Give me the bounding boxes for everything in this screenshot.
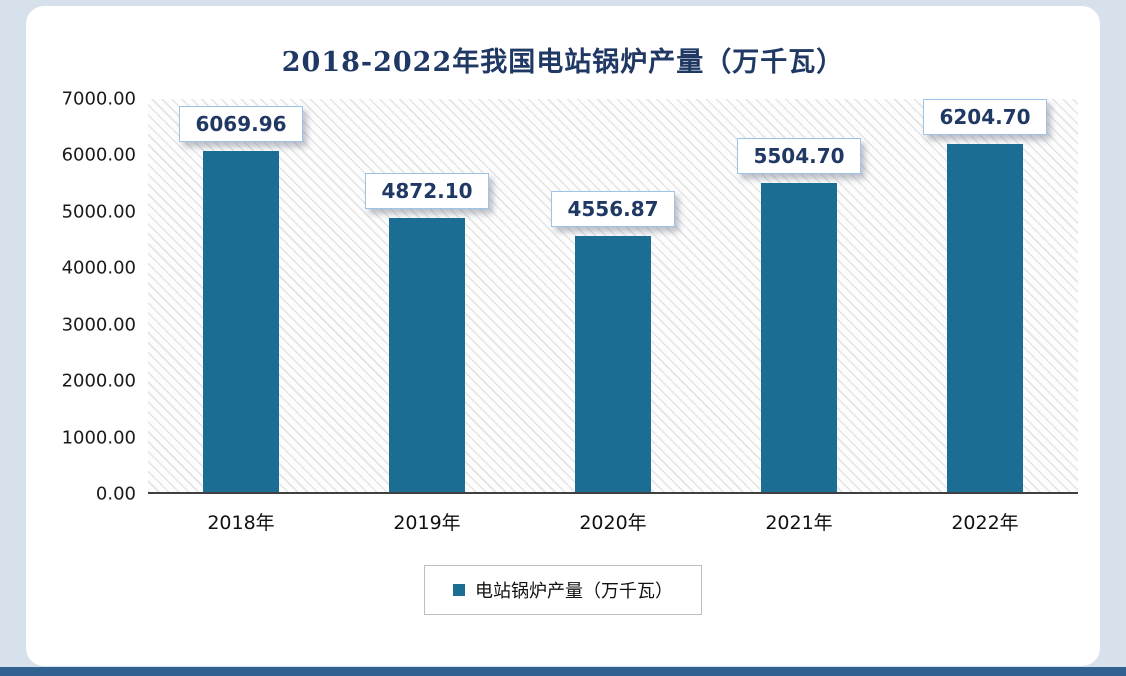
bottom-accent-bar <box>0 667 1126 676</box>
chart-panel: 2018-2022年我国电站锅炉产量（万千瓦） 7000.00 6000.00 50… <box>26 6 1100 666</box>
x-tick-label: 2022年 <box>951 512 1019 534</box>
value-label: 6204.70 <box>923 99 1047 135</box>
y-tick-label: 0.00 <box>95 483 136 505</box>
y-tick-label: 4000.00 <box>61 257 136 279</box>
bar <box>947 144 1023 492</box>
y-tick-label: 5000.00 <box>61 201 136 223</box>
chart-title: 2018-2022年我国电站锅炉产量（万千瓦） <box>281 47 845 78</box>
value-label: 5504.70 <box>737 137 861 174</box>
y-tick-label: 7000.00 <box>61 88 136 110</box>
legend: 电站锅炉产量（万千瓦） <box>424 565 702 615</box>
legend-swatch-icon <box>453 584 465 596</box>
x-tick-label: 2021年 <box>765 512 833 534</box>
plot-wrapper: 6069.96 4872.10 4556.87 5504.70 6204.70 2018… <box>148 99 1078 535</box>
y-axis: 7000.00 6000.00 5000.00 4000.00 3000.00 2000.… <box>52 89 148 505</box>
value-label: 4872.10 <box>365 173 489 210</box>
x-tick-label: 2020年 <box>579 512 647 534</box>
bar-column: 6069.96 <box>148 99 334 492</box>
y-tick-label: 1000.00 <box>61 427 136 449</box>
legend-label: 电站锅炉产量（万千瓦） <box>475 581 673 602</box>
bar <box>761 182 837 492</box>
x-tick-label: 2019年 <box>393 512 461 534</box>
bar <box>389 218 465 492</box>
bar-column: 6204.70 <box>892 99 1078 492</box>
bar-column: 4872.10 <box>334 99 520 492</box>
y-tick-label: 6000.00 <box>61 144 136 166</box>
value-label: 6069.96 <box>179 106 303 143</box>
bar-column: 4556.87 <box>520 99 706 492</box>
plot-area: 6069.96 4872.10 4556.87 5504.70 6204.70 <box>148 99 1078 494</box>
bar <box>203 151 279 492</box>
value-label: 4556.87 <box>551 191 675 228</box>
y-tick-label: 2000.00 <box>61 370 136 392</box>
bar-chart: 7000.00 6000.00 5000.00 4000.00 3000.00 2000.… <box>26 89 1100 535</box>
bar-column: 5504.70 <box>706 99 892 492</box>
x-tick-label: 2018年 <box>207 512 275 534</box>
x-axis-labels: 2018年 2019年 2020年 2021年 2022年 <box>148 508 1078 535</box>
y-tick-label: 3000.00 <box>61 314 136 336</box>
bar <box>575 236 651 492</box>
